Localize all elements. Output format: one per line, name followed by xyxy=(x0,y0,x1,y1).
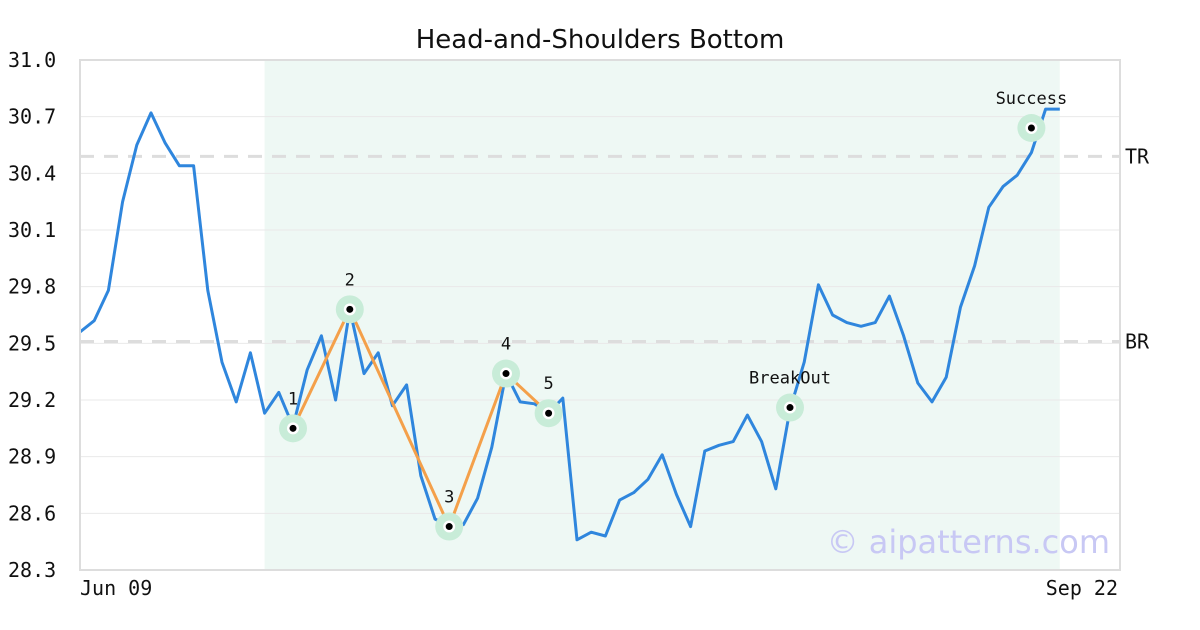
pattern-point-3-point xyxy=(445,523,453,531)
y-tick-label: 30.1 xyxy=(8,218,56,242)
pattern-point-5-label: 5 xyxy=(543,374,553,394)
pattern-point-4-label: 4 xyxy=(501,335,511,355)
pattern-point-5-point xyxy=(545,409,553,417)
pattern-point-3-label: 3 xyxy=(444,488,454,508)
watermark: © aipatterns.com xyxy=(827,523,1110,561)
event-breakout-label: BreakOut xyxy=(749,369,831,389)
pattern-point-2-label: 2 xyxy=(345,270,355,290)
chart-title: Head-and-Shoulders Bottom xyxy=(416,25,785,55)
event-breakout-point xyxy=(786,404,794,412)
price-series-line xyxy=(79,107,1060,542)
plot-frame xyxy=(79,59,1121,571)
y-tick-label: 29.8 xyxy=(8,275,56,299)
y-tick-label: 28.6 xyxy=(8,501,56,525)
y-tick-label: 29.2 xyxy=(8,388,56,412)
event-success-label: Success xyxy=(996,89,1068,109)
level-label-br: BR xyxy=(1125,329,1150,353)
y-tick-label: 29.5 xyxy=(8,331,56,355)
x-tick-label-start: Jun 09 xyxy=(80,576,152,600)
y-tick-label: 30.7 xyxy=(8,105,56,129)
y-tick-label: 28.9 xyxy=(8,445,56,469)
pattern-point-2-point xyxy=(346,305,354,313)
pattern-point-1-point xyxy=(289,424,297,432)
pattern-point-4-point xyxy=(502,370,510,378)
y-tick-label: 31.0 xyxy=(8,48,56,72)
x-tick-label-end: Sep 22 xyxy=(1046,576,1118,600)
event-success-point xyxy=(1027,124,1035,132)
pattern-point-1-label: 1 xyxy=(288,389,298,409)
y-tick-label: 28.3 xyxy=(8,558,56,582)
y-tick-label: 30.4 xyxy=(8,161,56,185)
level-label-tr: TR xyxy=(1125,144,1150,168)
pattern-region xyxy=(264,60,1060,570)
